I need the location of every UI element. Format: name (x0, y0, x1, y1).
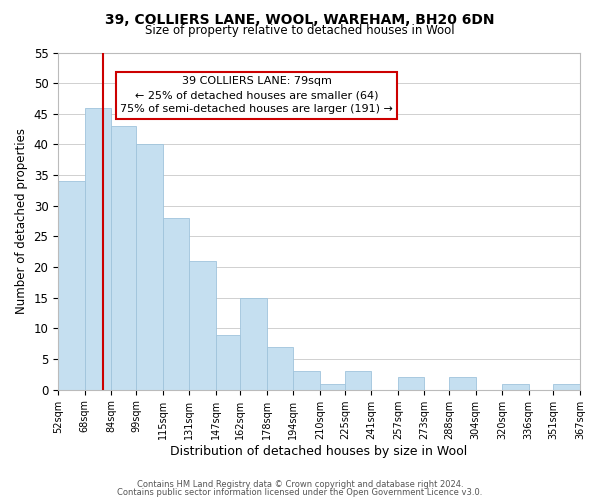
Y-axis label: Number of detached properties: Number of detached properties (15, 128, 28, 314)
Bar (293, 372, 320, 390)
Bar (136, 144, 163, 390)
Bar (189, 261, 215, 390)
Bar (345, 372, 371, 390)
Text: 39, COLLIERS LANE, WOOL, WAREHAM, BH20 6DN: 39, COLLIERS LANE, WOOL, WAREHAM, BH20 6… (105, 12, 495, 26)
Bar (241, 298, 267, 390)
Text: Contains public sector information licensed under the Open Government Licence v3: Contains public sector information licen… (118, 488, 482, 497)
Bar (111, 126, 136, 390)
Text: Contains HM Land Registry data © Crown copyright and database right 2024.: Contains HM Land Registry data © Crown c… (137, 480, 463, 489)
Bar (58, 182, 85, 390)
Bar (502, 384, 529, 390)
Bar (267, 347, 293, 390)
Bar (163, 218, 189, 390)
Bar (449, 378, 476, 390)
X-axis label: Distribution of detached houses by size in Wool: Distribution of detached houses by size … (170, 444, 468, 458)
Text: Size of property relative to detached houses in Wool: Size of property relative to detached ho… (145, 24, 455, 37)
Bar (85, 108, 111, 390)
Bar (398, 378, 424, 390)
Bar (215, 334, 241, 390)
Bar (553, 384, 580, 390)
Text: 39 COLLIERS LANE: 79sqm
← 25% of detached houses are smaller (64)
75% of semi-de: 39 COLLIERS LANE: 79sqm ← 25% of detache… (120, 76, 393, 114)
Bar (320, 384, 345, 390)
